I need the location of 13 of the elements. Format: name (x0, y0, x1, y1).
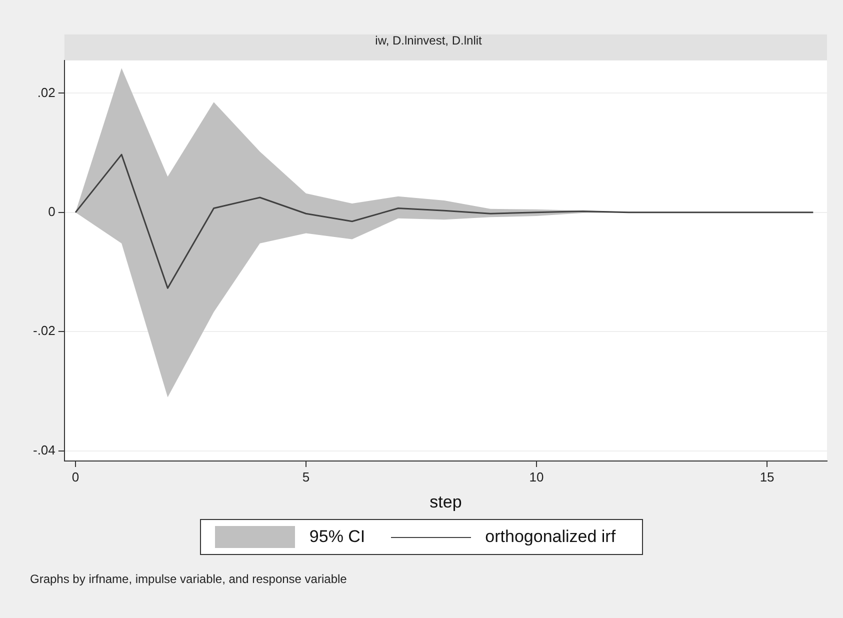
x-tick-label: 0 (72, 469, 80, 484)
text: 95% CI (309, 527, 366, 547)
y-tick-label: -.02 (32, 323, 56, 338)
legend-label: orthogonalized irf (485, 527, 616, 547)
y-tick-label: 0 (48, 204, 56, 219)
x-tick-label: 10 (529, 469, 544, 484)
x-axis-title: step (430, 492, 462, 512)
text: Graphs by irfname, impulse variable, and response variable (30, 572, 347, 586)
x-tick-label: 15 (760, 469, 774, 484)
y-tick-label: .02 (37, 84, 56, 100)
chart-title: iw, D.lninvest, D.lnlit (375, 34, 483, 48)
y-tick-label: -.04 (32, 442, 56, 458)
x-tick-label: 5 (302, 469, 310, 484)
